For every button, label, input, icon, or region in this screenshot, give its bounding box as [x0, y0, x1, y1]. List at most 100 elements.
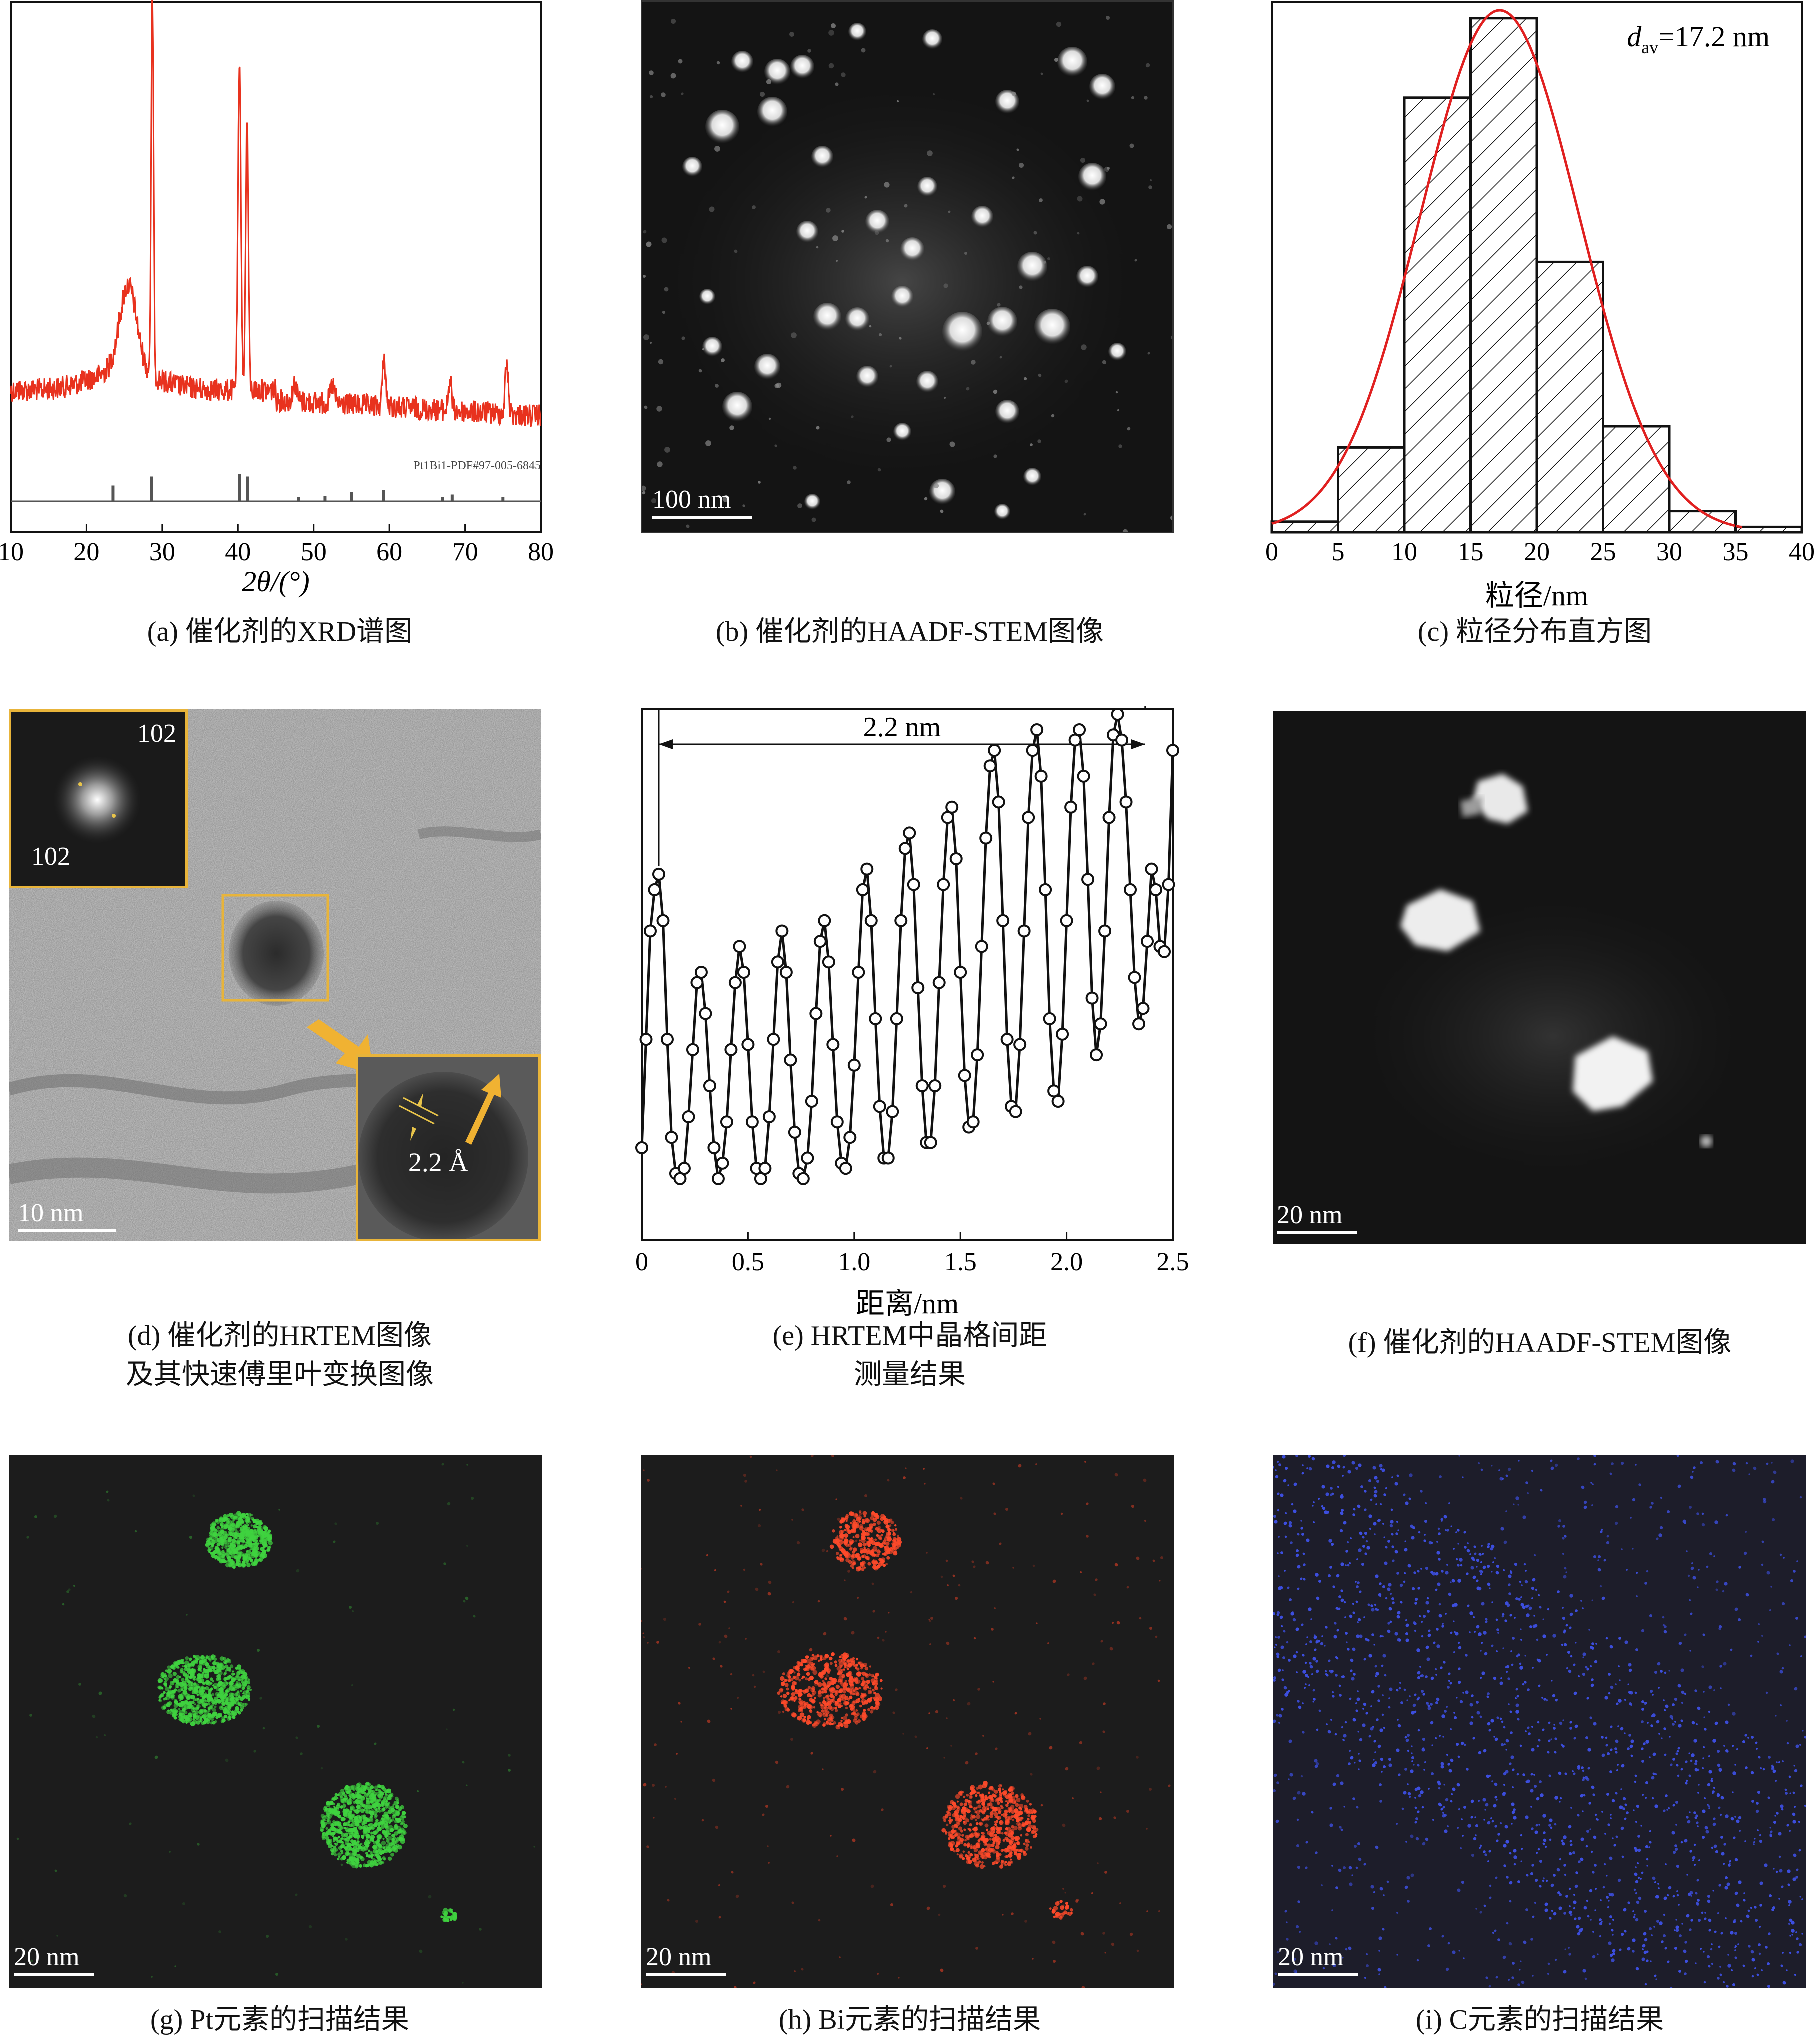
c-map-image: 20 nm [1273, 1455, 1806, 1988]
profile-point [652, 867, 666, 881]
stem-particle [972, 206, 994, 228]
stem-particle [682, 157, 702, 177]
histogram-bar [1602, 425, 1671, 534]
stem-particle [930, 479, 956, 505]
stem-particle [942, 312, 982, 352]
profile-x-axis-label: 距离/nm [856, 1287, 959, 1320]
span-arrow-head-right [1131, 739, 1146, 749]
profile-point [852, 966, 866, 979]
pt-map-image: 20 nm [9, 1455, 542, 1988]
stem-particle [700, 289, 716, 305]
scalebar-h: 20 nm [646, 1943, 726, 1976]
caption-e-line2: 测量结果 [854, 1359, 966, 1390]
stem-particle [1058, 47, 1088, 77]
histogram-bar [1734, 525, 1804, 534]
zoom-inset: 2.2 Å [356, 1054, 541, 1241]
xrd-tick-label: 10 [0, 538, 24, 566]
profile-point [776, 924, 789, 938]
profile-point [818, 914, 832, 927]
scalebar-h-label: 20 nm [646, 1943, 712, 1971]
profile-point [1056, 1027, 1070, 1041]
histogram-bar [1470, 17, 1538, 534]
stem-particle [856, 366, 878, 388]
profile-point [720, 1115, 734, 1129]
profile-point [784, 1053, 798, 1067]
profile-point [644, 924, 657, 938]
zoom-direction-arrow [466, 1074, 502, 1145]
profile-point [703, 1079, 716, 1093]
profile-point [1090, 1048, 1104, 1062]
xrd-tick-label: 60 [376, 538, 402, 566]
profile-points [636, 708, 1180, 1185]
histogram-tick-label: 35 [1723, 538, 1749, 566]
profile-tick-label: 0.5 [732, 1248, 764, 1276]
profile-point [916, 1079, 929, 1093]
xrd-tick-label: 40 [225, 538, 251, 566]
profile-point [805, 1095, 818, 1108]
panel-f-stem: 20 nm (f) 催化剂的HAADF-STEM图像 [1260, 705, 1820, 1405]
profile-point [1052, 1095, 1065, 1108]
profile-point [737, 966, 750, 979]
xrd-reference-lines [112, 474, 505, 501]
element-cluster [440, 1907, 458, 1922]
profile-point [712, 1172, 725, 1185]
histogram-tick-label: 0 [1266, 538, 1278, 566]
profile-point [1009, 1105, 1022, 1118]
element-cluster [777, 1652, 883, 1730]
element-cluster [158, 1654, 252, 1727]
stem-particle [1018, 252, 1048, 282]
scalebar-i: 20 nm [1278, 1943, 1358, 1976]
profile-point [937, 878, 950, 891]
scalebar-f-label: 20 nm [1277, 1201, 1343, 1229]
profile-point [907, 878, 920, 891]
profile-point [1145, 862, 1158, 876]
scalebar-b: 100 nm [652, 486, 752, 519]
profile-point [636, 1141, 648, 1154]
stem-particle [916, 371, 938, 393]
stem-particle [1090, 74, 1116, 100]
profile-point [767, 1033, 780, 1046]
stem-particle [764, 59, 790, 85]
scalebar-d-label: 10 nm [18, 1199, 84, 1227]
histogram-tick-label: 40 [1789, 538, 1815, 566]
profile-point [954, 966, 968, 979]
profile-point [1082, 873, 1095, 886]
stem-particle [848, 23, 866, 41]
profile-point [912, 981, 925, 994]
element-cluster [1049, 1900, 1074, 1920]
profile-point [1120, 795, 1133, 809]
profile-point [932, 976, 946, 989]
profile-point [839, 1162, 852, 1175]
fft-label-bottom: 102 [32, 842, 70, 871]
profile-point [864, 914, 878, 927]
profile-point [928, 1079, 942, 1093]
panel-e-profile: 2.2 nm 0 0.5 1.0 1.5 2.0 2.5 距离/nm (e) HRTEM中… [620, 705, 1200, 1405]
hrtem-nanoparticle [229, 901, 324, 1006]
profile-point [746, 1115, 759, 1129]
element-cluster [205, 1511, 273, 1569]
nanoparticle-3 [1573, 1036, 1653, 1111]
fft-label-top: 102 [138, 719, 176, 748]
histogram-bar [1270, 520, 1340, 534]
caption-g: (g) Pt元素的扫描结果 [150, 2004, 410, 2035]
caption-h: (h) Bi元素的扫描结果 [778, 2004, 1042, 2035]
profile-tick-label: 2.5 [1157, 1248, 1190, 1276]
histogram-tick-label: 5 [1332, 538, 1345, 566]
stem-particle [706, 110, 740, 144]
profile-point [946, 800, 959, 814]
stem-particle [996, 400, 1020, 424]
profile-point [1034, 769, 1048, 783]
caption-f: (f) 催化剂的HAADF-STEM图像 [1348, 1327, 1732, 1358]
bi-map-image: 20 nm [641, 1455, 1174, 1988]
histogram-bars [1270, 17, 1804, 534]
profile-point [733, 940, 746, 953]
profile-tick-label: 1.5 [944, 1248, 977, 1276]
stem-particle [1024, 468, 1042, 486]
histogram-x-ticks: 0 5 10 15 20 25 30 35 40 [1266, 524, 1815, 566]
profile-point [1026, 744, 1040, 757]
stem-particle [1034, 309, 1070, 345]
xrd-tick-label: 30 [150, 538, 176, 566]
profile-point [716, 1156, 730, 1170]
profile-point [988, 744, 1002, 757]
profile-point [1000, 1033, 1014, 1046]
